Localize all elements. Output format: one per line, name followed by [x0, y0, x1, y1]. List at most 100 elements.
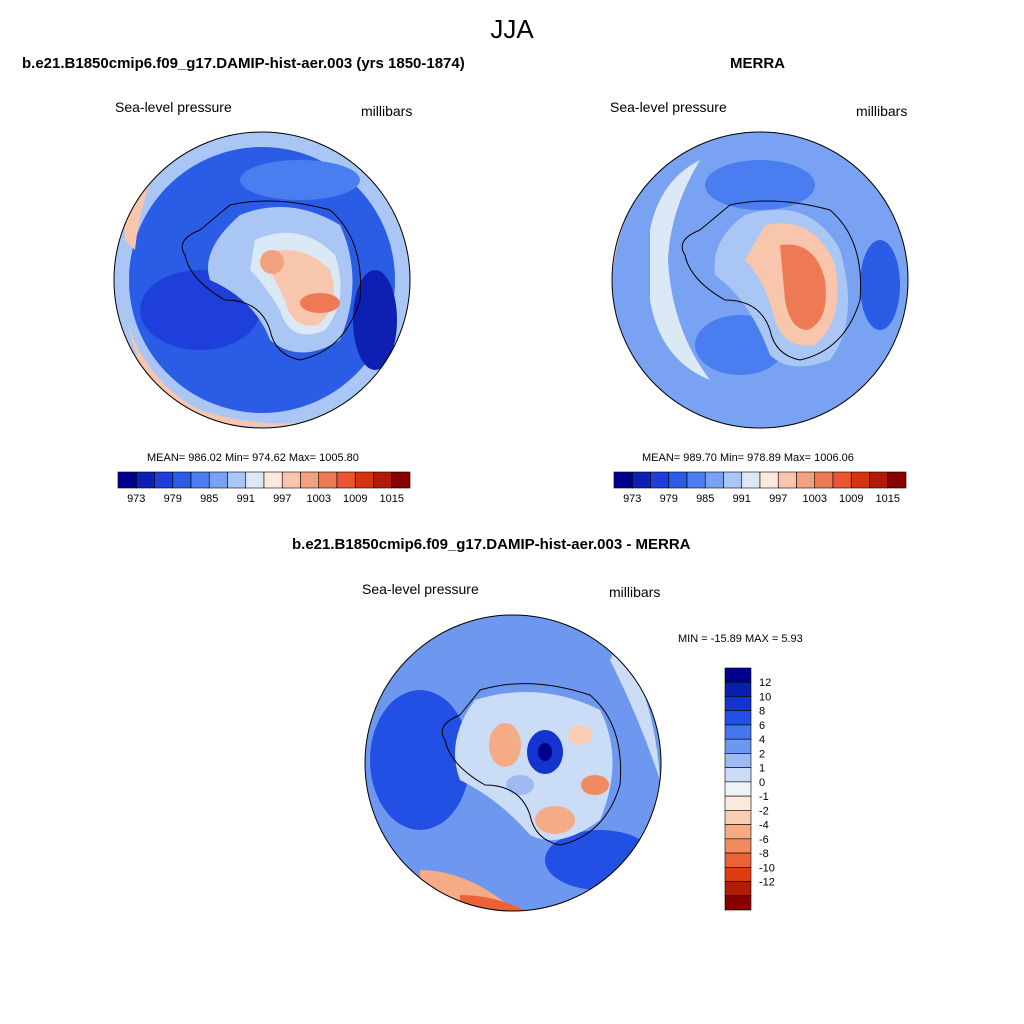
- diff-colorbar-tick-label: -10: [759, 862, 775, 874]
- obs-colorbar-swatch: [741, 471, 761, 489]
- obs-colorbar-swatch: [650, 471, 670, 489]
- diff-colorbar-swatch: [724, 852, 752, 868]
- diff-colorbar-swatch: [724, 667, 752, 683]
- model-colorbar-tick-label: 985: [200, 493, 218, 505]
- diff-colorbar-tick-label: 1: [759, 763, 765, 775]
- diff-colorbar-tick-label: 12: [759, 677, 771, 689]
- model-colorbar-swatch: [373, 471, 393, 489]
- diff-panel-title: b.e21.B1850cmip6.f09_g17.DAMIP-hist-aer.…: [292, 536, 691, 553]
- obs-colorbar-tick-label: 1015: [876, 493, 900, 505]
- model-colorbar-tick-label: 997: [273, 493, 291, 505]
- obs-colorbar: 973 979 985 991 997 1003 1009 1015: [613, 471, 907, 505]
- diff-colorbar-tick-label: 4: [759, 734, 765, 746]
- model-colorbar-tick-label: 973: [127, 493, 145, 505]
- model-colorbar-swatch: [245, 471, 265, 489]
- diff-map: [365, 615, 661, 911]
- diff-colorbar-tick-label: 10: [759, 691, 771, 703]
- model-colorbar-tick-label: 1003: [307, 493, 331, 505]
- model-colorbar-swatch: [227, 471, 247, 489]
- model-colorbar-tick-label: 1015: [380, 493, 404, 505]
- diff-colorbar-swatch: [724, 724, 752, 740]
- diff-colorbar-tick-label: 2: [759, 748, 765, 760]
- diff-colorbar-swatch: [724, 781, 752, 797]
- obs-colorbar-swatch: [869, 471, 889, 489]
- diff-colorbar-tick-label: 6: [759, 720, 765, 732]
- model-colorbar-swatch: [135, 471, 155, 489]
- diff-colorbar-swatch: [724, 795, 752, 811]
- diff-colorbar-tick-label: -1: [759, 791, 769, 803]
- model-stats: MEAN= 986.02 Min= 974.62 Max= 1005.80: [147, 452, 359, 464]
- diff-colorbar-tick-label: -6: [759, 834, 769, 846]
- season-title: JJA: [490, 14, 534, 44]
- diff-units-label: millibars: [609, 584, 661, 600]
- diff-map-border: [364, 614, 662, 912]
- obs-units-label: millibars: [856, 103, 908, 119]
- model-colorbar-tick-label: 991: [237, 493, 255, 505]
- model-colorbar-swatch: [263, 471, 283, 489]
- model-colorbar-swatch: [117, 471, 137, 489]
- model-colorbar-swatch: [190, 471, 210, 489]
- obs-colorbar-tick-label: 973: [623, 493, 641, 505]
- diff-colorbar-swatch: [724, 824, 752, 840]
- obs-colorbar-swatch: [850, 471, 870, 489]
- model-colorbar-swatch: [172, 471, 192, 489]
- model-colorbar-swatch: [318, 471, 338, 489]
- diff-colorbar-swatch: [724, 838, 752, 854]
- obs-colorbar-tick-label: 979: [660, 493, 678, 505]
- diff-colorbar-swatch: [724, 753, 752, 768]
- model-colorbar: 973 979 985 991 997 1003 1009 1015: [117, 471, 411, 505]
- obs-colorbar-swatch: [887, 471, 907, 489]
- diff-stats: MIN = -15.89 MAX = 5.93: [678, 633, 803, 645]
- obs-colorbar-swatch: [613, 471, 633, 489]
- obs-colorbar-swatch: [796, 471, 816, 489]
- diff-colorbar-tick-label: 8: [759, 706, 765, 718]
- model-colorbar-tick-label: 979: [164, 493, 182, 505]
- model-colorbar-swatch: [154, 471, 174, 489]
- model-map-border: [113, 131, 411, 429]
- obs-colorbar-swatch: [668, 471, 688, 489]
- model-map: [114, 132, 410, 428]
- diff-colorbar-swatch: [724, 696, 752, 712]
- diff-colorbar-tick-label: -8: [759, 848, 769, 860]
- obs-colorbar-tick-label: 997: [769, 493, 787, 505]
- obs-colorbar-tick-label: 1003: [803, 493, 827, 505]
- obs-colorbar-swatch: [759, 471, 779, 489]
- obs-panel-title: MERRA: [730, 55, 785, 72]
- obs-colorbar-swatch: [723, 471, 743, 489]
- obs-colorbar-swatch: [704, 471, 724, 489]
- diff-colorbar-tick-label: -12: [759, 877, 775, 889]
- obs-colorbar-swatch: [814, 471, 834, 489]
- model-colorbar-swatch: [336, 471, 356, 489]
- model-colorbar-swatch: [300, 471, 320, 489]
- diff-colorbar-tick-label: 0: [759, 777, 765, 789]
- diff-colorbar-swatch: [724, 866, 752, 882]
- obs-colorbar-tick-label: 985: [696, 493, 714, 505]
- model-colorbar-swatch: [391, 471, 411, 489]
- model-colorbar-swatch: [281, 471, 301, 489]
- obs-variable-label: Sea-level pressure: [610, 99, 727, 115]
- model-panel-title: b.e21.B1850cmip6.f09_g17.DAMIP-hist-aer.…: [22, 55, 465, 72]
- diff-colorbar-swatch: [724, 895, 752, 911]
- model-colorbar-tick-label: 1009: [343, 493, 367, 505]
- diff-colorbar-swatch: [724, 881, 752, 897]
- obs-map-border: [611, 131, 909, 429]
- diff-colorbar-tick-label: -4: [759, 820, 769, 832]
- diff-colorbar-swatch: [724, 738, 752, 754]
- obs-colorbar-swatch: [832, 471, 852, 489]
- obs-colorbar-tick-label: 1009: [839, 493, 863, 505]
- obs-colorbar-swatch: [777, 471, 797, 489]
- model-colorbar-swatch: [354, 471, 374, 489]
- model-units-label: millibars: [361, 103, 413, 119]
- obs-stats: MEAN= 989.70 Min= 978.89 Max= 1006.06: [642, 452, 854, 464]
- diff-colorbar-swatch: [724, 681, 752, 697]
- obs-colorbar-tick-label: 991: [733, 493, 751, 505]
- diff-colorbar-swatch: [724, 767, 752, 783]
- model-variable-label: Sea-level pressure: [115, 99, 232, 115]
- diff-colorbar-swatch: [724, 710, 752, 726]
- diff-colorbar-tick-label: -2: [759, 805, 769, 817]
- obs-colorbar-swatch: [631, 471, 651, 489]
- obs-map: [612, 132, 908, 428]
- model-colorbar-swatch: [208, 471, 228, 489]
